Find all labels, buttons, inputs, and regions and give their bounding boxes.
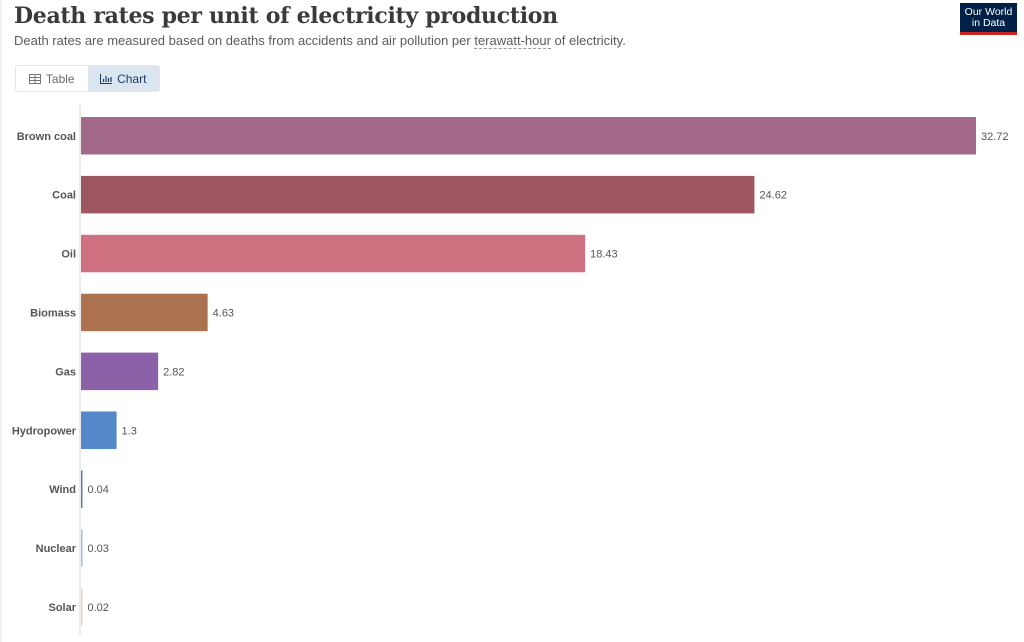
bar-row[interactable]: Wind 0.04 [49,470,109,508]
bar-row[interactable]: Oil 18.43 [61,234,618,273]
bar[interactable] [81,352,159,391]
bar-chart: Brown coal 32.72 Coal 24.62 Oil 18.43 Biomass 4… [12,105,1009,635]
bar-row[interactable]: Brown coal 32.72 [17,117,1009,155]
value-label: 0.04 [88,484,109,496]
value-label: 1.3 [122,425,137,437]
bar-row[interactable]: Biomass 4.63 [30,293,234,332]
terawatt-hour-link[interactable]: terawatt-hour [474,33,551,49]
bar-row[interactable]: Coal 24.62 [52,175,787,214]
tab-table-label: Table [45,71,75,86]
value-label: 0.02 [88,602,109,614]
view-tabs: Table Chart [15,65,160,92]
value-label: 24.62 [759,190,787,202]
chart-title: Death rates per unit of electricity prod… [14,3,558,29]
logo-line-2: in Data [971,17,1006,29]
chart-subtitle: Death rates are measured based on deaths… [14,33,626,49]
bar[interactable] [81,175,755,214]
category-label: Gas [55,366,76,378]
logo-line-1: Our World [964,6,1013,18]
value-label: 32.72 [981,131,1009,143]
tab-table[interactable]: Table [16,66,88,91]
table-icon [28,73,41,84]
value-label: 4.63 [213,307,234,319]
bar-row[interactable]: Hydropower 1.3 [12,411,137,450]
bar[interactable] [81,411,117,450]
value-label: 2.82 [163,366,184,378]
category-label: Nuclear [36,543,77,555]
bar-row[interactable]: Gas 2.82 [55,352,185,391]
bar-row[interactable]: Solar 0.02 [48,588,109,626]
bar[interactable] [81,293,208,332]
category-label: Oil [61,249,76,261]
subtitle-text: Death rates are measured based on deaths… [14,33,475,48]
owid-logo[interactable]: Our World in Data [960,3,1017,35]
bar-row[interactable]: Nuclear 0.03 [36,529,109,567]
tab-chart-label: Chart [117,71,147,86]
bar[interactable] [81,470,83,508]
value-label: 18.43 [590,249,618,261]
tab-chart[interactable]: Chart [87,66,159,91]
bar[interactable] [81,529,83,567]
bar[interactable] [81,117,976,155]
category-label: Coal [52,190,76,202]
category-label: Wind [49,484,76,496]
chart-icon [100,73,113,84]
value-label: 0.03 [88,543,109,555]
category-label: Biomass [30,307,76,319]
bar[interactable] [81,234,586,273]
left-border [0,0,2,642]
category-label: Solar [48,602,76,614]
category-label: Brown coal [17,131,76,143]
category-label: Hydropower [12,425,77,437]
subtitle-text-end: of electricity. [550,33,626,48]
bar[interactable] [81,588,83,626]
